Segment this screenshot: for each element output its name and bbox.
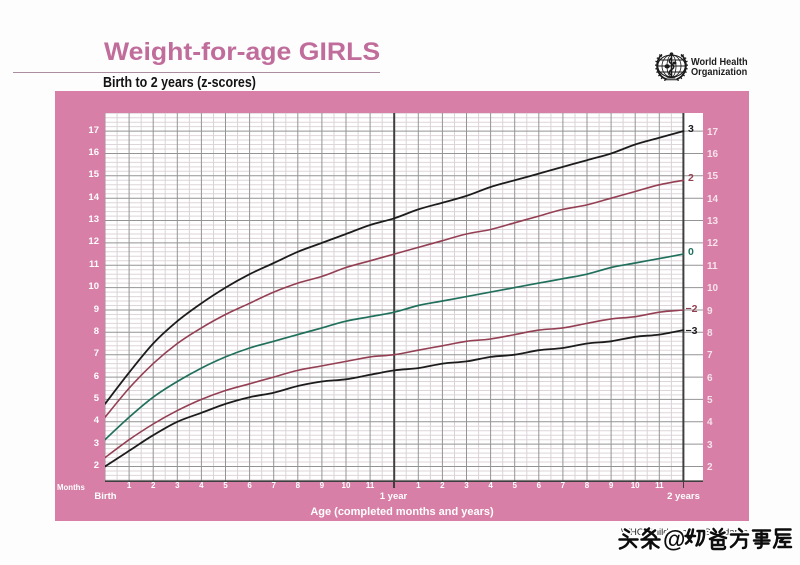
svg-text:@: @ (663, 526, 685, 551)
